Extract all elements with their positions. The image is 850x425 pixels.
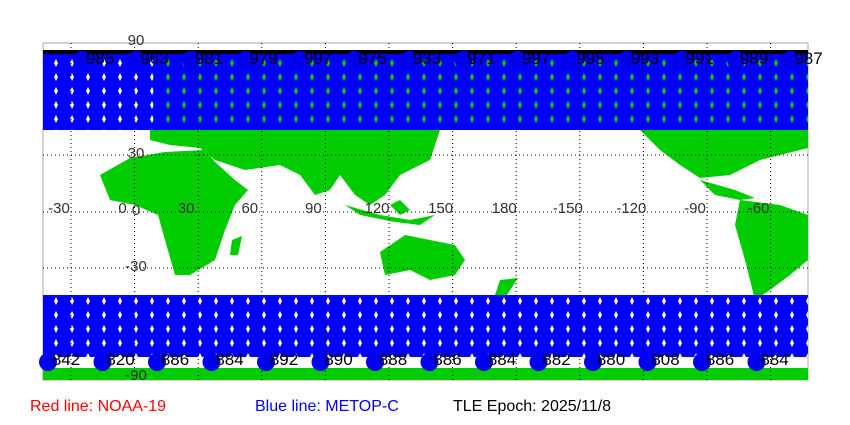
orbit-number: 987 <box>794 49 822 68</box>
latitude-label: 30 <box>128 145 145 162</box>
orbit-number: 979 <box>249 49 277 68</box>
longitude-label: -120 <box>616 200 646 217</box>
latitude-label: 90 <box>128 32 145 49</box>
orbit-number: 993 <box>631 49 659 68</box>
orbit-number: 997 <box>304 49 332 68</box>
orbit-number: 820 <box>106 350 134 369</box>
orbit-number: 886 <box>161 350 189 369</box>
land <box>43 130 808 380</box>
orbit-number: 886 <box>706 350 734 369</box>
orbit-number: 985 <box>86 49 114 68</box>
longitude-label: -90 <box>684 200 706 217</box>
longitude-label: 30 <box>178 200 195 217</box>
orbit-number: 963 <box>140 49 168 68</box>
orbit-number-labels: 985 963 981 979 997 975 933 971 997 995 993 991 989 9… <box>39 49 823 371</box>
orbit-number: 892 <box>270 350 298 369</box>
orbit-number: 882 <box>542 350 570 369</box>
legend-metop-c: Blue line: METOP-C <box>255 398 399 415</box>
orbit-number: 890 <box>324 350 352 369</box>
orbit-number: 842 <box>52 350 80 369</box>
tle-epoch: TLE Epoch: 2025/11/8 <box>453 398 612 415</box>
legend-noaa-19: Red line: NOAA-19 <box>30 398 167 415</box>
orbit-number: 886 <box>433 350 461 369</box>
orbit-number: 808 <box>651 350 679 369</box>
orbit-number: 991 <box>685 49 713 68</box>
axis-labels: -30 0 30 60 90 120 150 180 -150 -120 -90 -60 90 30 0 -3… <box>48 32 769 384</box>
longitude-label: 120 <box>364 200 389 217</box>
longitude-label: 180 <box>492 200 517 217</box>
orbit-number: 981 <box>195 49 223 68</box>
world-map: -30 0 30 60 90 120 150 180 -150 -120 -90 -60 90 30 0 -3… <box>39 32 823 384</box>
longitude-label: 150 <box>428 200 453 217</box>
orbit-number: 884 <box>760 350 788 369</box>
orbit-number: 975 <box>358 49 386 68</box>
orbit-number: 995 <box>576 49 604 68</box>
latitude-label: -90 <box>125 367 147 384</box>
longitude-label: -30 <box>48 200 70 217</box>
orbit-number: 888 <box>379 350 407 369</box>
orbit-number: 989 <box>740 49 768 68</box>
longitude-label: -60 <box>748 200 770 217</box>
orbit-number: 997 <box>522 49 550 68</box>
graticule <box>43 43 808 380</box>
longitude-label: 0 <box>118 200 126 217</box>
latitude-label: -30 <box>125 258 147 275</box>
metop-c-track-south <box>43 295 808 357</box>
orbit-number: 884 <box>215 350 243 369</box>
orbit-number: 884 <box>488 350 516 369</box>
orbit-number: 933 <box>413 49 441 68</box>
orbit-number: 971 <box>467 49 495 68</box>
orbit-number: 880 <box>597 350 625 369</box>
latitude-label: 0 <box>132 202 140 219</box>
longitude-label: -150 <box>553 200 583 217</box>
longitude-label: 90 <box>305 200 322 217</box>
longitude-label: 60 <box>241 200 258 217</box>
